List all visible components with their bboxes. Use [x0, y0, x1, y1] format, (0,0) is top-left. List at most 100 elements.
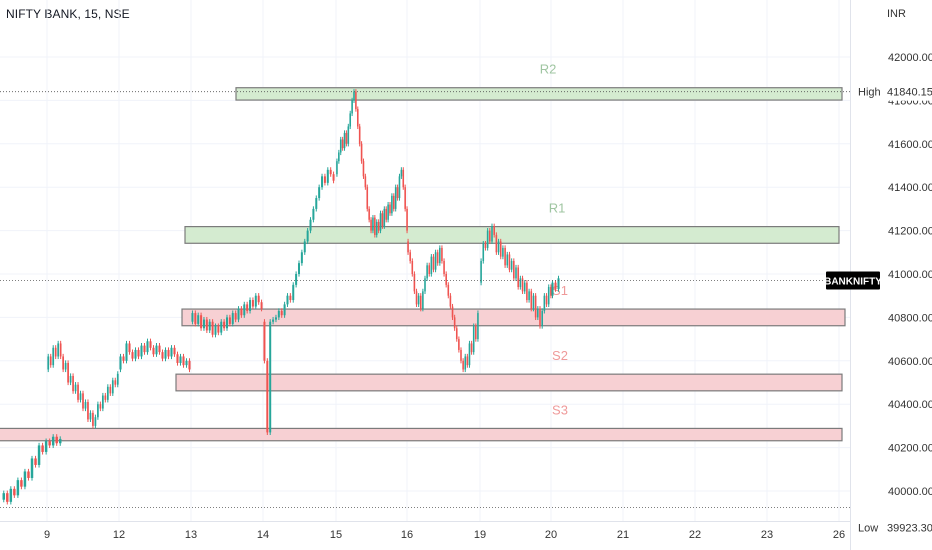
candle	[502, 245, 504, 260]
candle-body	[211, 321, 214, 335]
candle	[323, 173, 326, 186]
candle-body	[274, 317, 277, 320]
candle-body	[484, 243, 487, 248]
candle-body	[364, 176, 367, 188]
candle-body	[513, 260, 515, 279]
candle-body	[246, 304, 249, 311]
x-tick-label: 12	[113, 529, 125, 541]
candle-body	[502, 247, 504, 257]
candle	[220, 319, 223, 336]
candle	[272, 316, 275, 325]
candle	[200, 312, 203, 331]
candle-body	[94, 417, 97, 426]
candle	[493, 223, 495, 238]
x-tick-label: 14	[257, 529, 269, 541]
candle	[37, 442, 41, 468]
candle	[480, 258, 482, 286]
candle	[406, 206, 408, 234]
candle-body	[82, 393, 84, 409]
candle-body	[383, 208, 386, 227]
candle	[149, 338, 152, 351]
candle	[295, 271, 298, 288]
candles	[2, 89, 560, 505]
candle	[59, 436, 62, 446]
candle	[409, 249, 411, 264]
candle	[422, 288, 424, 312]
zone-label-r1: R1	[549, 201, 566, 216]
candle-body	[6, 493, 9, 502]
candle	[223, 319, 226, 331]
candle-body	[447, 284, 450, 296]
candle	[445, 271, 447, 288]
y-tick-label: 41400.00	[888, 182, 932, 194]
candle	[455, 325, 458, 342]
candle-body	[356, 109, 359, 127]
candle-body	[504, 247, 506, 266]
candle-body	[489, 230, 491, 242]
candle	[131, 349, 134, 362]
candle	[146, 338, 149, 355]
candle	[48, 438, 51, 449]
candle	[468, 340, 471, 368]
candle	[541, 308, 543, 329]
candle	[504, 245, 506, 268]
candle	[104, 392, 107, 403]
candle-body	[475, 326, 477, 340]
candle	[214, 323, 217, 338]
candle-body	[466, 356, 469, 366]
candle-body	[188, 360, 191, 370]
candle-body	[430, 256, 433, 274]
candle-body	[491, 226, 493, 242]
candle	[368, 206, 370, 223]
candle	[391, 193, 393, 216]
candle	[292, 282, 295, 303]
candle-body	[343, 132, 346, 149]
candle-body	[99, 404, 102, 409]
candle-body	[106, 386, 109, 400]
candle-body	[353, 91, 355, 101]
candle-body	[341, 139, 344, 149]
candle-body	[131, 352, 134, 359]
x-tick-label: 16	[401, 529, 413, 541]
candle-body	[472, 326, 475, 353]
candle-body	[419, 295, 422, 309]
candle-body	[194, 313, 197, 324]
candle-body	[392, 195, 395, 209]
candle	[394, 184, 397, 212]
candle	[125, 340, 128, 364]
candle	[379, 210, 382, 234]
candle-body	[439, 247, 441, 264]
candle-body	[411, 260, 414, 274]
candle-body	[543, 295, 546, 311]
candle-body	[202, 319, 205, 329]
candle	[266, 358, 269, 436]
candle	[303, 238, 306, 255]
candle	[489, 227, 491, 245]
candle-body	[55, 436, 58, 444]
candle-body	[379, 213, 382, 231]
candle-body	[495, 234, 498, 253]
candle	[79, 390, 82, 403]
candle-body	[167, 349, 170, 357]
candle	[27, 468, 30, 481]
candle	[205, 316, 208, 334]
candle	[466, 353, 469, 368]
candle	[392, 193, 395, 212]
candle	[356, 106, 359, 130]
x-tick-label: 23	[761, 529, 773, 541]
candle	[345, 130, 348, 147]
candle-body	[460, 349, 462, 361]
candle-body	[143, 345, 146, 353]
candle	[491, 223, 493, 245]
candle	[413, 271, 416, 294]
candle-body	[347, 126, 350, 144]
candle	[349, 110, 352, 130]
candle	[237, 306, 240, 323]
candle-body	[409, 252, 411, 261]
candle-body	[208, 321, 211, 331]
candle-body	[482, 243, 485, 261]
candle-body	[119, 356, 122, 370]
x-tick-label: 26	[833, 529, 845, 541]
candle	[434, 249, 437, 273]
